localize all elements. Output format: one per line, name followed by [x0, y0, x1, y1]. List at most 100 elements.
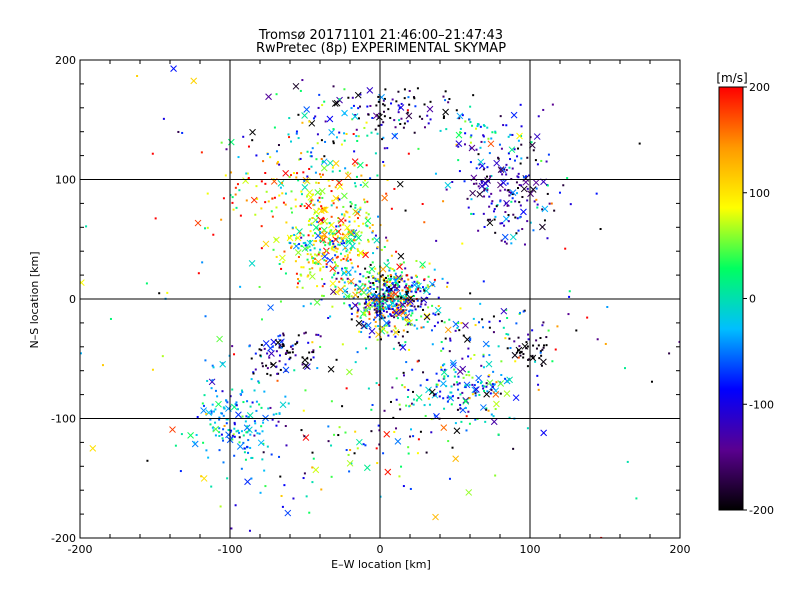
data-point [247, 177, 250, 180]
data-point-cross [462, 398, 470, 405]
data-point [386, 331, 389, 334]
data-point [383, 294, 386, 297]
data-point [464, 132, 467, 135]
data-point [406, 396, 409, 399]
data-point [357, 135, 360, 138]
data-point-cross [452, 455, 460, 463]
data-point [427, 285, 430, 288]
data-point [347, 96, 350, 99]
data-point [405, 295, 408, 298]
data-point [506, 316, 509, 319]
data-point [356, 217, 359, 220]
data-point [379, 338, 382, 341]
data-point [294, 260, 297, 263]
data-point [346, 254, 349, 257]
data-point [205, 449, 208, 452]
data-point [354, 288, 357, 291]
data-point [372, 283, 375, 286]
data-point [456, 383, 459, 386]
data-point [388, 269, 391, 272]
data-point [473, 384, 476, 387]
data-point [422, 286, 425, 289]
data-point [328, 222, 331, 225]
data-point [209, 423, 212, 426]
data-point [397, 295, 400, 298]
data-point [365, 164, 368, 167]
data-point [338, 169, 341, 172]
data-point [393, 311, 396, 314]
data-point [548, 202, 551, 205]
data-point [334, 186, 337, 189]
data-point [268, 356, 271, 359]
data-point [423, 288, 426, 291]
data-point [345, 259, 348, 262]
data-point [284, 272, 287, 275]
data-point [196, 415, 199, 418]
data-point [351, 96, 354, 99]
data-point [519, 204, 522, 207]
data-point [282, 201, 285, 204]
data-point [271, 197, 274, 200]
data-point [468, 118, 471, 121]
data-point [256, 197, 259, 200]
data-point [397, 300, 400, 303]
data-point-cross [509, 233, 517, 241]
data-point [460, 420, 463, 423]
data-point [481, 326, 484, 329]
data-point [400, 308, 403, 311]
data-point [291, 226, 294, 229]
data-point [459, 393, 462, 396]
data-point [300, 193, 303, 196]
data-point [357, 225, 360, 228]
data-point [542, 346, 545, 349]
data-point [444, 99, 447, 102]
data-point [394, 283, 397, 286]
data-point [374, 303, 377, 306]
data-point [395, 100, 398, 103]
data-point [393, 299, 396, 302]
data-point [321, 285, 324, 288]
data-point [406, 330, 409, 333]
data-point [411, 312, 414, 315]
data-point [313, 211, 316, 214]
data-point [337, 243, 340, 246]
data-point [306, 175, 309, 178]
data-point [354, 361, 357, 364]
data-point [221, 362, 224, 365]
data-point [304, 389, 307, 392]
data-point [369, 304, 372, 307]
data-point [395, 289, 398, 292]
data-point [398, 403, 401, 406]
data-point [260, 225, 263, 228]
data-point [531, 329, 534, 332]
data-point [340, 236, 343, 239]
data-point-cross [453, 427, 461, 435]
data-point [564, 247, 567, 250]
data-point [363, 198, 366, 201]
data-point [301, 363, 304, 366]
data-point [357, 107, 360, 110]
data-point [301, 286, 304, 289]
data-point [301, 121, 304, 124]
data-point [415, 275, 418, 278]
data-point [306, 150, 309, 153]
data-point [253, 389, 256, 392]
data-point [408, 405, 411, 408]
data-point [225, 422, 228, 425]
data-point [348, 216, 351, 219]
y-tick-label: 100 [55, 174, 76, 187]
data-point [407, 292, 410, 295]
data-point [372, 282, 375, 285]
data-point [285, 444, 288, 447]
data-point [291, 344, 294, 347]
data-point [357, 254, 360, 257]
data-point [399, 292, 402, 295]
data-point [411, 284, 414, 287]
data-point [241, 415, 244, 418]
data-point [254, 429, 257, 432]
data-point-cross [477, 158, 485, 166]
data-point-cross [484, 177, 491, 184]
chart-title-line1: Tromsø 20171101 21:46:00–21:47:43 [258, 28, 503, 43]
data-point [294, 226, 297, 229]
data-point [521, 195, 524, 198]
